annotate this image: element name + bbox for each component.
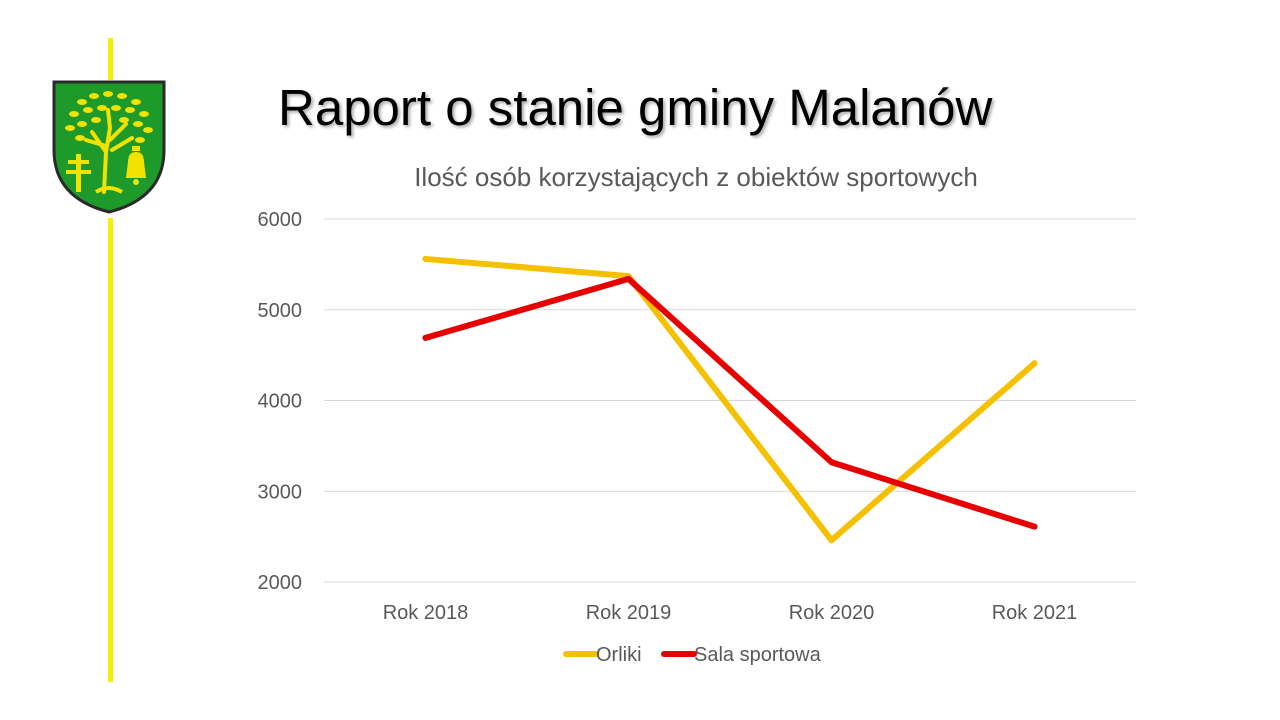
data-point [422, 255, 429, 262]
x-tick-label: Rok 2021 [992, 602, 1078, 624]
x-axis-ticks: Rok 2018 Rok 2019 Rok 2020 Rok 2021 [383, 602, 1078, 624]
x-tick-label: Rok 2019 [586, 602, 672, 624]
y-tick-label: 5000 [258, 300, 303, 322]
accent-line-top [108, 38, 113, 80]
y-tick-label: 6000 [258, 209, 303, 231]
accent-line-bottom [108, 218, 113, 682]
data-point [828, 537, 835, 544]
gridlines [324, 218, 1136, 583]
y-tick-label: 4000 [258, 391, 303, 413]
series-line-sala-sportowa [422, 275, 1038, 530]
series-line-orliki [422, 255, 1038, 544]
y-tick-label: 3000 [258, 481, 303, 503]
data-point [625, 275, 632, 282]
y-tick-label: 2000 [258, 572, 303, 594]
data-point [1031, 360, 1038, 367]
data-point [1031, 523, 1038, 530]
slide-title: Raport o stanie gminy Malanów [278, 79, 993, 136]
coat-of-arms-emblem [52, 80, 166, 214]
data-point [422, 334, 429, 341]
legend-label: Orliki [596, 644, 642, 666]
data-point [828, 459, 835, 466]
legend-label: Sala sportowa [694, 644, 822, 666]
series-lines [422, 255, 1038, 544]
x-tick-label: Rok 2020 [789, 602, 875, 624]
chart-title: Ilość osób korzystających z obiektów spo… [414, 162, 978, 192]
x-tick-label: Rok 2018 [383, 602, 469, 624]
y-axis-ticks: 2000 3000 4000 5000 6000 [258, 209, 303, 594]
chart-legend: Orliki Sala sportowa [563, 644, 822, 666]
